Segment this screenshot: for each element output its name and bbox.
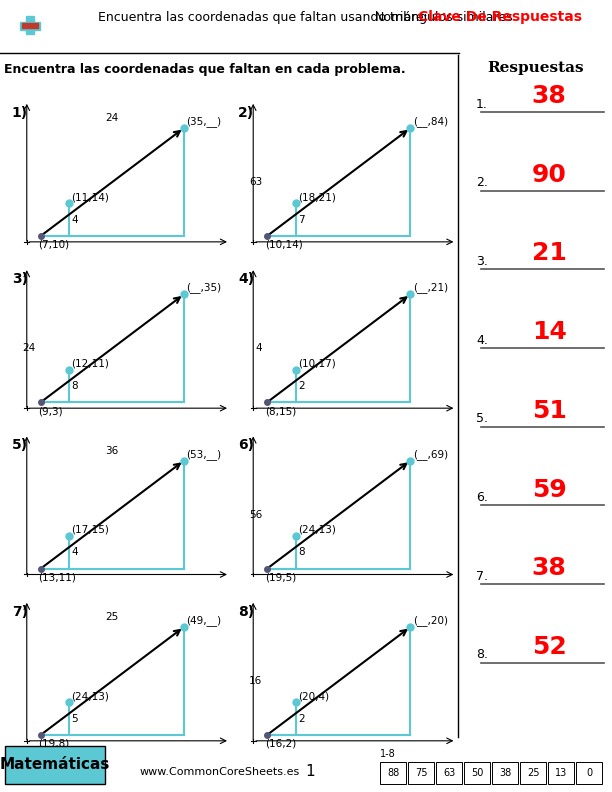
Text: 3): 3) xyxy=(12,272,28,286)
Text: 25: 25 xyxy=(527,768,539,778)
Text: 63: 63 xyxy=(443,768,455,778)
Text: 16: 16 xyxy=(249,676,263,686)
Text: Respuestas: Respuestas xyxy=(487,61,584,75)
Text: Matemáticas: Matemáticas xyxy=(0,757,110,772)
Bar xyxy=(22,23,38,29)
Text: Nombre:: Nombre: xyxy=(375,10,429,24)
Text: 8.: 8. xyxy=(476,649,488,661)
Text: 4.: 4. xyxy=(476,333,488,347)
Text: 1): 1) xyxy=(12,106,28,120)
Text: (10,14): (10,14) xyxy=(264,240,302,250)
Text: 0: 0 xyxy=(586,768,592,778)
Text: (__,35): (__,35) xyxy=(186,283,222,293)
Text: 4: 4 xyxy=(72,547,78,558)
Bar xyxy=(5,745,105,784)
Text: 25: 25 xyxy=(106,612,119,622)
Text: (__,20): (__,20) xyxy=(412,615,448,626)
Text: 1.: 1. xyxy=(476,97,488,111)
Text: 4: 4 xyxy=(256,343,263,353)
Text: (35,__): (35,__) xyxy=(186,116,222,127)
Text: (7,10): (7,10) xyxy=(38,240,69,250)
Text: Encuentra las coordenadas que faltan usando triángulos similares: Encuentra las coordenadas que faltan usa… xyxy=(98,10,512,24)
Text: (24,13): (24,13) xyxy=(72,691,110,701)
Bar xyxy=(464,762,490,784)
Text: 1-8: 1-8 xyxy=(380,748,396,759)
Text: (49,__): (49,__) xyxy=(186,615,222,626)
Text: 7: 7 xyxy=(298,215,305,225)
Text: 38: 38 xyxy=(532,556,567,581)
Text: (10,17): (10,17) xyxy=(298,359,336,368)
Text: 14: 14 xyxy=(532,320,567,345)
Text: (17,15): (17,15) xyxy=(72,525,110,535)
Text: 38: 38 xyxy=(532,84,567,109)
Text: (53,__): (53,__) xyxy=(186,449,222,459)
Text: 6.: 6. xyxy=(476,491,488,504)
Text: 5): 5) xyxy=(12,439,28,452)
Text: 90: 90 xyxy=(532,163,567,187)
Text: 4): 4) xyxy=(238,272,255,286)
Text: 7): 7) xyxy=(12,605,28,619)
Text: 1: 1 xyxy=(305,764,315,779)
Bar xyxy=(520,762,546,784)
Text: 2.: 2. xyxy=(476,177,488,189)
Bar xyxy=(380,762,406,784)
Text: 24: 24 xyxy=(106,113,119,123)
Text: 5: 5 xyxy=(72,714,78,724)
Text: 56: 56 xyxy=(249,509,263,520)
Text: 13: 13 xyxy=(555,768,567,778)
Text: (16,2): (16,2) xyxy=(264,739,296,749)
Text: (20,4): (20,4) xyxy=(298,691,329,701)
Bar xyxy=(492,762,518,784)
Bar xyxy=(548,762,574,784)
Text: www.CommonCoreSheets.es: www.CommonCoreSheets.es xyxy=(140,767,300,777)
Bar xyxy=(20,22,40,30)
Text: 7.: 7. xyxy=(476,569,488,583)
Text: 59: 59 xyxy=(532,478,567,501)
Bar xyxy=(576,762,602,784)
Text: (8,15): (8,15) xyxy=(264,406,296,417)
Bar xyxy=(26,16,34,34)
Text: (__,69): (__,69) xyxy=(412,449,448,459)
Bar xyxy=(436,762,462,784)
Text: 24: 24 xyxy=(23,343,36,353)
Text: 88: 88 xyxy=(387,768,399,778)
Text: 75: 75 xyxy=(415,768,427,778)
Text: (19,8): (19,8) xyxy=(38,739,70,749)
Text: (9,3): (9,3) xyxy=(38,406,63,417)
Text: (19,5): (19,5) xyxy=(264,573,296,583)
Text: 51: 51 xyxy=(532,399,567,423)
Text: 52: 52 xyxy=(532,635,567,659)
Text: 2): 2) xyxy=(238,106,255,120)
Text: (11,14): (11,14) xyxy=(72,192,110,202)
Text: 4: 4 xyxy=(72,215,78,225)
Text: 6): 6) xyxy=(238,439,255,452)
Text: 5.: 5. xyxy=(476,413,488,425)
Text: 8: 8 xyxy=(298,547,305,558)
Text: Clave De Respuestas: Clave De Respuestas xyxy=(418,10,582,24)
Text: (12,11): (12,11) xyxy=(72,359,110,368)
Text: 2: 2 xyxy=(298,714,305,724)
Text: (__,21): (__,21) xyxy=(412,283,448,293)
Text: 63: 63 xyxy=(249,177,263,187)
Text: 21: 21 xyxy=(532,242,567,265)
Text: 3.: 3. xyxy=(476,255,488,268)
Text: 8: 8 xyxy=(72,381,78,391)
Text: 38: 38 xyxy=(499,768,511,778)
Bar xyxy=(408,762,434,784)
Text: 36: 36 xyxy=(106,446,119,455)
Text: 2: 2 xyxy=(298,381,305,391)
Text: (18,21): (18,21) xyxy=(298,192,336,202)
Text: (__,84): (__,84) xyxy=(412,116,448,127)
Text: (13,11): (13,11) xyxy=(38,573,76,583)
Text: Encuentra las coordenadas que faltan en cada problema.: Encuentra las coordenadas que faltan en … xyxy=(4,63,406,76)
Text: 8): 8) xyxy=(238,605,255,619)
Text: 50: 50 xyxy=(471,768,483,778)
Text: (24,13): (24,13) xyxy=(298,525,336,535)
